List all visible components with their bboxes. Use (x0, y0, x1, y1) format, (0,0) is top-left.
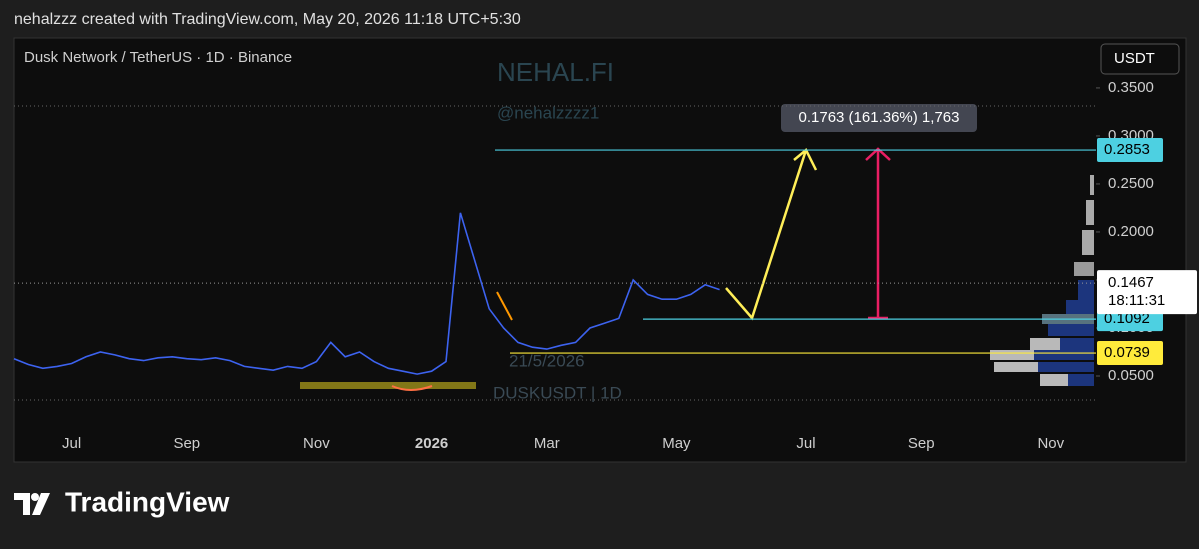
currency: USDT (1114, 50, 1155, 67)
date-note: 21/5/2026 (509, 351, 585, 370)
last-price-tag (1097, 270, 1197, 315)
measure-box (781, 104, 977, 132)
plot-area (13, 37, 1187, 463)
credit: nehalzzz created with TradingView.com, M… (14, 11, 521, 28)
x-tick-label: Sep (173, 435, 200, 452)
level-label: 0.1092 (1104, 310, 1150, 327)
last-price-label: 0.1467 (1108, 274, 1154, 291)
y-tick-label: 0.0500 (1108, 367, 1154, 384)
y-tick-label: 0.3500 (1108, 79, 1154, 96)
handle: @nehalzzzz1 (497, 103, 599, 122)
dynamic-layer: 0.05000.10000.15000.20000.25000.30000.35… (13, 79, 1197, 452)
brand: TradingView (65, 486, 230, 517)
y-tick-label: 0.2500 (1108, 175, 1154, 192)
level-tag (1097, 138, 1163, 163)
x-tick-label: Jul (62, 435, 81, 452)
x-tick-label: Sep (908, 435, 935, 452)
curve-marker (391, 385, 433, 391)
y-tick-label: 0.2000 (1108, 223, 1154, 240)
watermark: NEHAL.FI (497, 57, 614, 87)
volume-profile (990, 175, 1094, 386)
x-tick-label: Jul (796, 435, 815, 452)
symbol-watermark: DUSKUSDT | 1D (493, 383, 622, 402)
x-tick-label: May (662, 435, 691, 452)
level-tag (1097, 341, 1163, 366)
x-tick-label: 2026 (415, 435, 448, 452)
measure-arrow (865, 147, 891, 320)
currency-button[interactable] (1100, 43, 1180, 75)
countdown: 18:11:31 (1108, 292, 1165, 309)
logo (14, 493, 50, 515)
x-tick-label: Nov (303, 435, 330, 452)
x-tick-label: Nov (1037, 435, 1064, 452)
price-line (13, 212, 720, 375)
support-zone (300, 382, 476, 389)
x-tick-label: Mar (534, 435, 560, 452)
measure-label: 0.1763 (161.36%) 1,763 (799, 109, 960, 126)
level-label: 0.0739 (1104, 344, 1150, 361)
level-label: 0.2853 (1104, 141, 1150, 158)
chart-title: Dusk Network / TetherUS · 1D · Binance (24, 49, 292, 66)
trend-stroke (496, 291, 513, 321)
